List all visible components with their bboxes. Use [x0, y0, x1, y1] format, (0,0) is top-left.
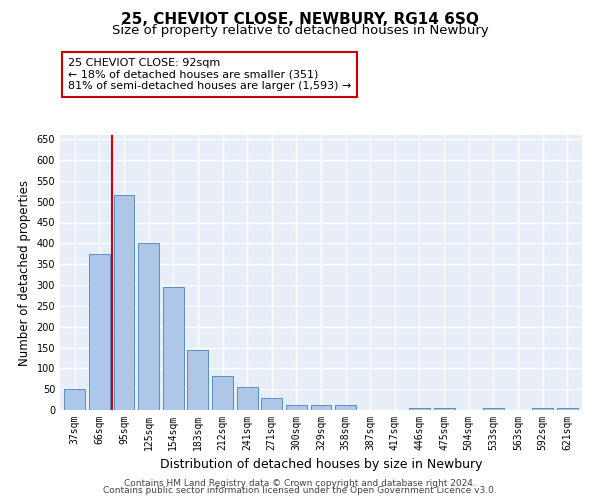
Bar: [236, 387, 257, 410]
Text: 25, CHEVIOT CLOSE, NEWBURY, RG14 6SQ: 25, CHEVIOT CLOSE, NEWBURY, RG14 6SQ: [121, 12, 479, 28]
Y-axis label: Number of detached properties: Number of detached properties: [18, 180, 31, 366]
Bar: [187, 350, 208, 410]
Bar: [163, 287, 184, 410]
Bar: [311, 406, 331, 410]
Text: Size of property relative to detached houses in Newbury: Size of property relative to detached ho…: [112, 24, 488, 37]
X-axis label: Distribution of detached houses by size in Newbury: Distribution of detached houses by size …: [160, 458, 482, 471]
Text: 25 CHEVIOT CLOSE: 92sqm
← 18% of detached houses are smaller (351)
81% of semi-d: 25 CHEVIOT CLOSE: 92sqm ← 18% of detache…: [68, 58, 351, 91]
Bar: [286, 406, 307, 410]
Bar: [409, 408, 430, 410]
Bar: [483, 408, 504, 410]
Text: Contains public sector information licensed under the Open Government Licence v3: Contains public sector information licen…: [103, 486, 497, 495]
Bar: [532, 408, 553, 410]
Bar: [138, 244, 159, 410]
Bar: [64, 389, 85, 410]
Bar: [89, 254, 110, 410]
Bar: [113, 196, 134, 410]
Bar: [212, 376, 233, 410]
Text: Contains HM Land Registry data © Crown copyright and database right 2024.: Contains HM Land Registry data © Crown c…: [124, 478, 476, 488]
Bar: [434, 408, 455, 410]
Bar: [335, 405, 356, 410]
Bar: [557, 408, 578, 410]
Bar: [261, 398, 282, 410]
